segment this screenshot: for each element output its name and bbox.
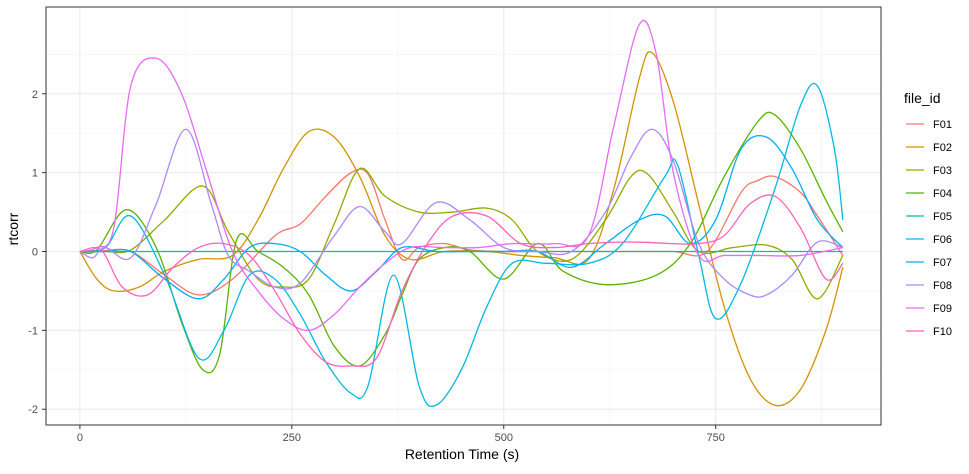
legend-label-f07: F07 xyxy=(933,257,952,269)
y-axis-label: rtcorr xyxy=(5,212,21,245)
legend-label-f03: F03 xyxy=(933,165,952,177)
legend-label-f01: F01 xyxy=(933,119,952,131)
plot-panel-border xyxy=(45,6,882,426)
x-tick-label: 250 xyxy=(283,432,301,444)
series-line-f01 xyxy=(79,168,844,296)
legend-label-f06: F06 xyxy=(933,234,952,246)
series-line-f04 xyxy=(79,111,844,374)
legend-label-f08: F08 xyxy=(933,280,952,292)
y-tick-label: -1 xyxy=(28,325,38,337)
x-axis-label: Retention Time (s) xyxy=(405,446,519,462)
x-tick-label: 500 xyxy=(495,432,513,444)
series-line-f10 xyxy=(79,194,844,368)
x-tick-label: 750 xyxy=(707,432,725,444)
y-tick-label: 2 xyxy=(32,89,38,101)
x-tick-label: 0 xyxy=(77,432,83,444)
legend-label-f10: F10 xyxy=(933,326,952,338)
series-line-f08 xyxy=(79,128,844,298)
series-line-f07 xyxy=(79,135,844,300)
legend-label-f09: F09 xyxy=(933,303,952,315)
series-line-f09 xyxy=(79,19,843,332)
legend-title: file_id xyxy=(904,90,941,106)
y-tick-label: 1 xyxy=(32,168,38,180)
legend-label-f02: F02 xyxy=(933,142,952,154)
series-lines xyxy=(79,19,844,408)
legend-items: F01 F02 F03 F04 F05 F06 F07 F08 F09 F10 xyxy=(906,119,952,338)
axes: 0 250 500 750 -2 -1 0 1 2 xyxy=(28,89,725,444)
legend-label-f04: F04 xyxy=(933,188,952,200)
series-line-f06 xyxy=(79,82,844,408)
legend: file_id F01 F02 F03 F04 F05 F06 F07 F08 F09 F10 xyxy=(904,90,952,338)
y-tick-label: -2 xyxy=(28,404,38,416)
y-tick-label: 0 xyxy=(32,246,38,258)
legend-label-f05: F05 xyxy=(933,211,952,223)
